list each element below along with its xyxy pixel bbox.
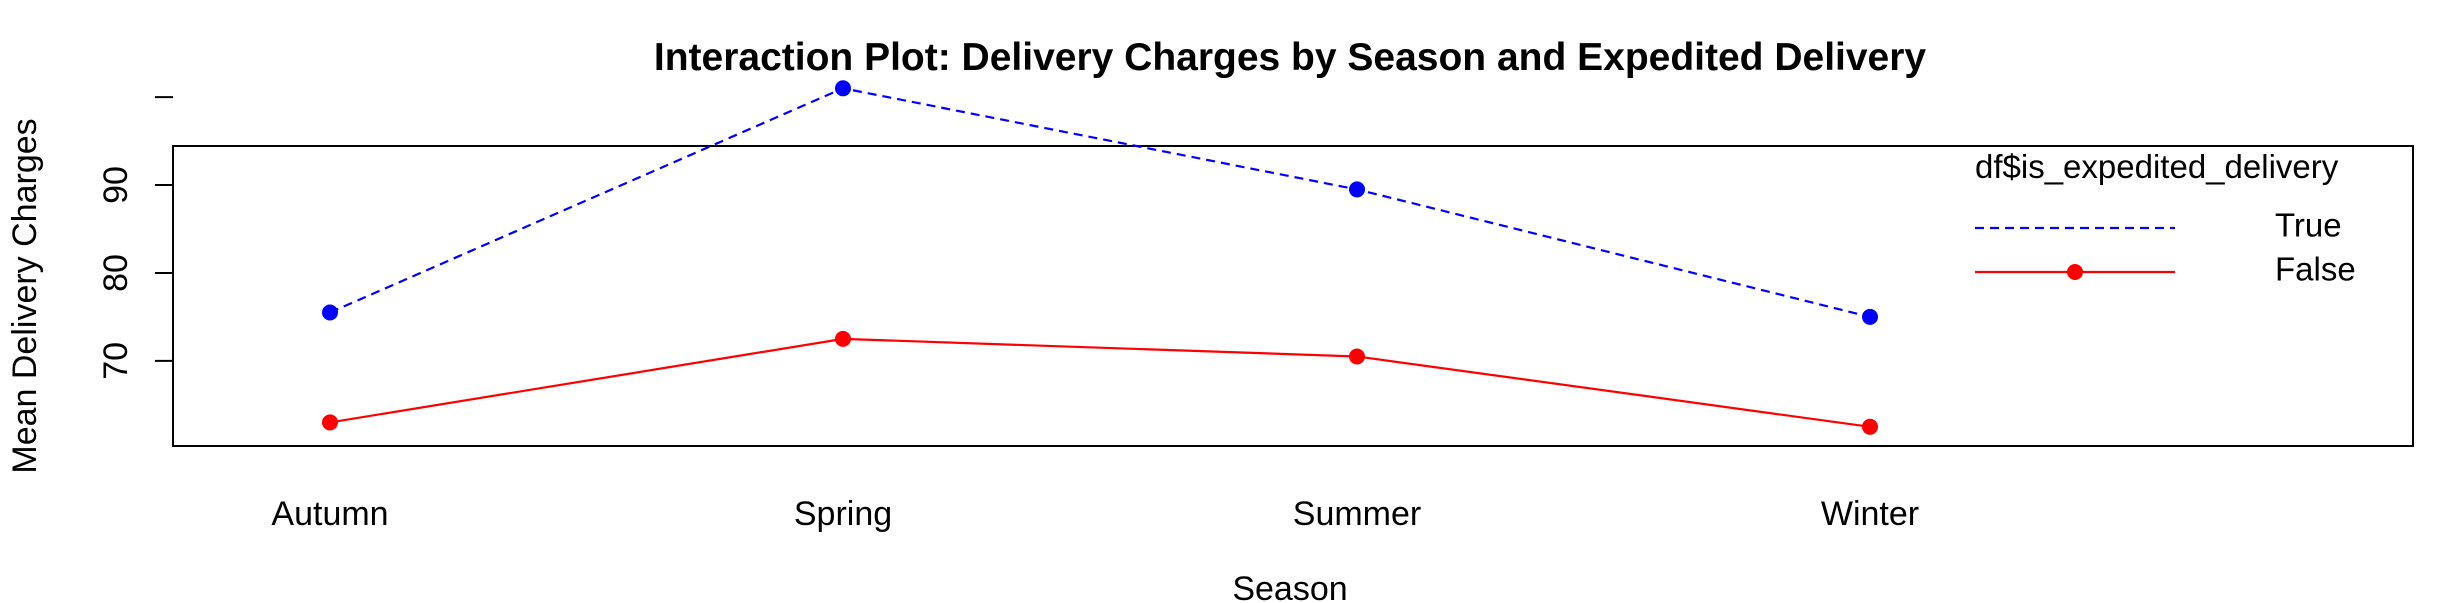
- y-tick-label: 70: [97, 342, 135, 380]
- data-point: [1862, 308, 1878, 325]
- data-point: [1349, 181, 1365, 198]
- y-axis-label: Mean Delivery Charges: [6, 118, 44, 473]
- legend-title: df$is_expedited_delivery: [1975, 148, 2339, 185]
- data-point: [322, 414, 338, 431]
- y-axis: 70 80 90: [97, 96, 173, 380]
- chart-title: Interaction Plot: Delivery Charges by Se…: [654, 36, 1927, 79]
- data-point: [835, 80, 851, 97]
- series-true: [322, 80, 1878, 325]
- data-point: [835, 330, 851, 347]
- series-layer: [322, 80, 1878, 435]
- data-point: [1349, 348, 1365, 365]
- x-axis: Autumn Spring Summer Winter: [271, 495, 1919, 533]
- y-tick-label: 90: [97, 166, 135, 204]
- x-tick-label: Winter: [1821, 495, 1919, 533]
- x-tick-label: Autumn: [271, 495, 388, 533]
- x-axis-label: Season: [1232, 570, 1347, 603]
- y-tick-label: 80: [97, 254, 135, 292]
- legend-point: [2067, 264, 2083, 280]
- x-tick-label: Summer: [1293, 495, 1421, 533]
- plot-frame: [172, 145, 2414, 447]
- data-point: [1862, 418, 1878, 435]
- series-false: [322, 330, 1878, 435]
- legend-label: False: [2275, 251, 2356, 288]
- series-line: [329, 337, 1871, 428]
- series-line: [329, 87, 1871, 318]
- legend-label: True: [2275, 207, 2342, 244]
- x-tick-label: Spring: [794, 495, 892, 533]
- data-point: [322, 304, 338, 321]
- legend: df$is_expedited_delivery True False: [1975, 148, 2356, 288]
